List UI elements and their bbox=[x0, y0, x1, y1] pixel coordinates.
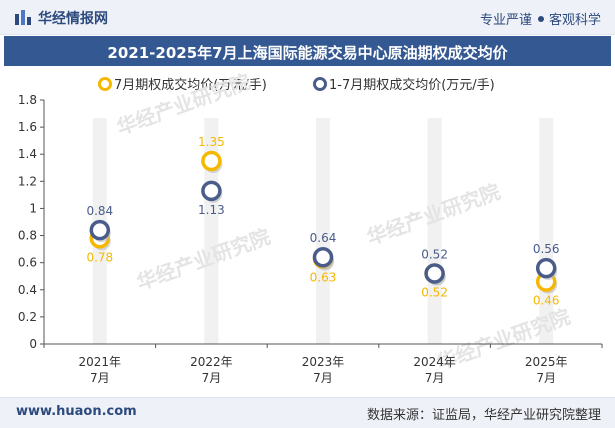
top-banner: 华经情报网 专业严谨 客观科学 bbox=[0, 0, 615, 35]
brand-name: 华经情报网 bbox=[38, 11, 108, 27]
x-tick-label: 7月 bbox=[313, 371, 333, 385]
marker-cumulative bbox=[201, 180, 222, 202]
x-tick-label: 2025年 bbox=[525, 355, 568, 369]
x-tick-label: 2023年 bbox=[302, 355, 345, 369]
legend-marker-cumulative bbox=[313, 77, 327, 91]
chart-plot: 华经产业研究院华经产业研究院华经产业研究院华经产业研究院00.20.40.60.… bbox=[18, 69, 603, 385]
tagline-left: 专业严谨 bbox=[479, 13, 532, 28]
data-label-monthly: 0.46 bbox=[533, 294, 560, 308]
category-band bbox=[204, 118, 219, 344]
y-tick-label: 0.6 bbox=[18, 256, 37, 270]
x-tick-label: 2024年 bbox=[413, 355, 456, 369]
data-label-cumulative: 0.64 bbox=[310, 231, 337, 245]
y-tick-label: 1 bbox=[29, 201, 37, 215]
category-band bbox=[427, 118, 442, 344]
x-tick-label: 7月 bbox=[536, 371, 556, 385]
x-tick-label: 2022年 bbox=[190, 355, 233, 369]
legend-item-monthly: 7月期权成交均价(万元/手) bbox=[98, 74, 267, 93]
marker-cumulative bbox=[535, 257, 557, 279]
y-tick-label: 0.2 bbox=[18, 310, 37, 324]
data-label-cumulative: 1.13 bbox=[198, 203, 225, 217]
x-tick-label: 7月 bbox=[425, 371, 445, 385]
x-tick-label: 2021年 bbox=[79, 355, 122, 369]
legend-label-monthly: 7月期权成交均价(万元/手) bbox=[114, 78, 267, 93]
data-label-cumulative: 0.52 bbox=[421, 248, 448, 262]
logo-icon bbox=[15, 10, 31, 25]
x-tick-label: 7月 bbox=[202, 371, 222, 385]
tagline: 专业严谨 客观科学 bbox=[480, 9, 601, 28]
y-tick-label: 1.8 bbox=[18, 93, 37, 107]
y-tick-label: 1.6 bbox=[18, 120, 37, 134]
data-label-monthly: 0.78 bbox=[86, 250, 113, 264]
y-tick-label: 0.4 bbox=[18, 283, 37, 297]
marker-cumulative bbox=[312, 246, 334, 268]
footer-source: 数据来源：证监局，华经产业研究院整理 bbox=[366, 408, 601, 423]
watermark-text: 华经产业研究院 bbox=[134, 224, 274, 294]
y-tick-label: 0 bbox=[29, 337, 37, 351]
data-label-cumulative: 0.84 bbox=[86, 204, 113, 218]
data-label-cumulative: 0.56 bbox=[533, 242, 560, 256]
tagline-right: 客观科学 bbox=[548, 13, 601, 28]
marker-monthly bbox=[201, 150, 222, 172]
footer-bar: www.huaon.com 数据来源：证监局，华经产业研究院整理 bbox=[0, 397, 615, 428]
x-tick-label: 7月 bbox=[90, 371, 110, 385]
legend-marker-monthly bbox=[98, 77, 112, 91]
y-tick-label: 1.4 bbox=[18, 147, 37, 161]
y-tick-label: 1.2 bbox=[18, 174, 37, 188]
legend: 7月期权成交均价(万元/手) 1-7月期权成交均价(万元/手) bbox=[0, 74, 615, 94]
marker-cumulative bbox=[424, 263, 445, 284]
marker-cumulative bbox=[89, 219, 111, 241]
data-label-monthly: 0.52 bbox=[421, 286, 448, 300]
data-label-monthly: 1.35 bbox=[198, 135, 225, 149]
footer-site: www.huaon.com bbox=[16, 404, 137, 419]
data-label-monthly: 0.63 bbox=[310, 271, 337, 285]
watermark-text: 华经产业研究院 bbox=[114, 69, 254, 139]
chart-title: 2021-2025年7月上海国际能源交易中心原油期权成交均价 bbox=[107, 44, 508, 62]
legend-item-cumulative: 1-7月期权成交均价(万元/手) bbox=[313, 74, 495, 93]
y-tick-label: 0.8 bbox=[18, 229, 37, 243]
category-band bbox=[316, 118, 330, 344]
title-bar: 2021-2025年7月上海国际能源交易中心原油期权成交均价 bbox=[4, 36, 611, 66]
tagline-dot-icon bbox=[537, 16, 544, 22]
legend-label-cumulative: 1-7月期权成交均价(万元/手) bbox=[329, 78, 495, 93]
